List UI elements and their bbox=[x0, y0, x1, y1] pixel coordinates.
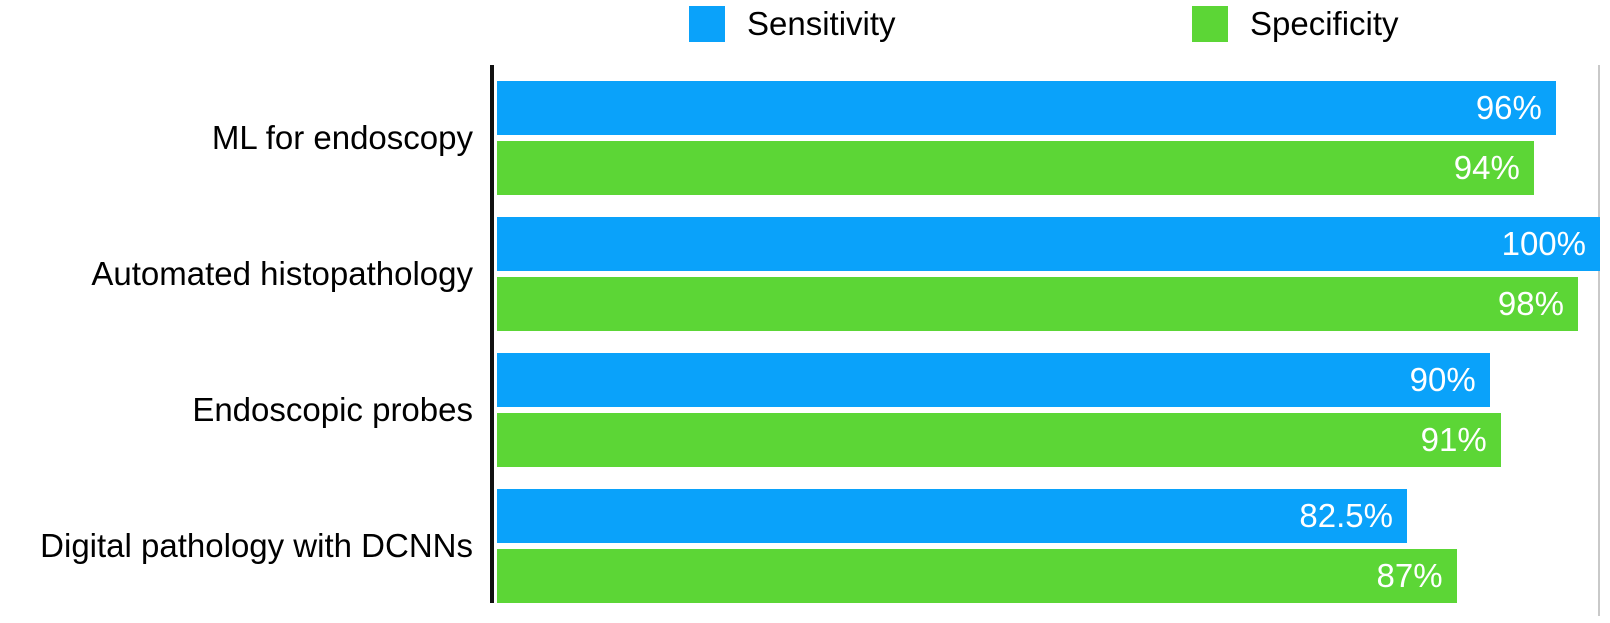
chart-row: ML for endoscopy 96% 94% bbox=[0, 81, 1600, 195]
bar-value-label: 100% bbox=[1501, 225, 1586, 262]
y-axis-line bbox=[490, 65, 494, 603]
category-label: Digital pathology with DCNNs bbox=[40, 527, 473, 564]
bar-sensitivity: 96% bbox=[497, 81, 1556, 135]
legend-label-specificity: Specificity bbox=[1250, 5, 1399, 42]
legend-swatch-specificity bbox=[1192, 6, 1228, 42]
bar-value-label: 96% bbox=[1475, 89, 1542, 126]
legend-swatch-sensitivity bbox=[689, 6, 725, 42]
bar-value-label: 82.5% bbox=[1299, 497, 1393, 534]
bar-value-label: 94% bbox=[1453, 149, 1520, 186]
chart-row: Automated histopathology 100% 98% bbox=[0, 217, 1600, 331]
category-label: ML for endoscopy bbox=[211, 119, 473, 156]
bar-sensitivity: 100% bbox=[497, 217, 1600, 271]
bar-specificity: 98% bbox=[497, 277, 1578, 331]
category-label: Endoscopic probes bbox=[192, 391, 473, 428]
bar-sensitivity: 82.5% bbox=[497, 489, 1407, 543]
chart-row: Endoscopic probes 90% 91% bbox=[0, 353, 1600, 467]
legend-item-specificity: Specificity bbox=[1192, 5, 1399, 43]
legend-item-sensitivity: Sensitivity bbox=[689, 5, 896, 43]
bar-group: 90% 91% bbox=[497, 353, 1600, 467]
bar-specificity: 87% bbox=[497, 549, 1457, 603]
bar-value-label: 87% bbox=[1376, 557, 1443, 594]
bar-value-label: 90% bbox=[1409, 361, 1476, 398]
bar-group: 96% 94% bbox=[497, 81, 1600, 195]
bar-group: 100% 98% bbox=[497, 217, 1600, 331]
legend-label-sensitivity: Sensitivity bbox=[747, 5, 896, 42]
bar-specificity: 94% bbox=[497, 141, 1534, 195]
bar-group: 82.5% 87% bbox=[497, 489, 1600, 603]
bar-specificity: 91% bbox=[497, 413, 1501, 467]
category-label: Automated histopathology bbox=[91, 255, 473, 292]
bar-value-label: 91% bbox=[1420, 421, 1487, 458]
plot-area: ML for endoscopy 96% 94% Automated histopat… bbox=[0, 81, 1600, 603]
right-boundary-line bbox=[1598, 65, 1600, 616]
bar-value-label: 98% bbox=[1497, 285, 1564, 322]
bar-sensitivity: 90% bbox=[497, 353, 1490, 407]
chart-row: Digital pathology with DCNNs 82.5% 87% bbox=[0, 489, 1600, 603]
